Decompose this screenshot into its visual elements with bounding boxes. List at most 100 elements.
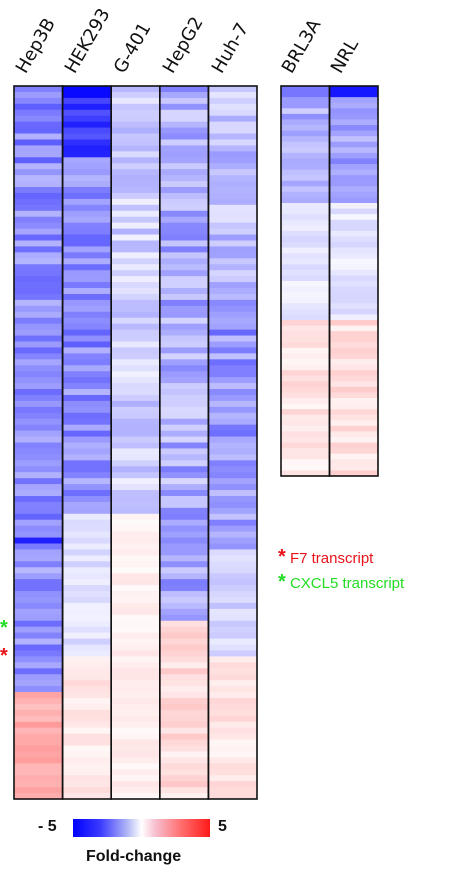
heatmap-cell-hepg2 bbox=[159, 632, 209, 640]
heatmap-cell-g-401 bbox=[111, 228, 160, 236]
heatmap-cell-hep3b bbox=[14, 97, 63, 105]
heatmap-cell-brl3a bbox=[281, 403, 330, 410]
heatmap-cell-nrl bbox=[329, 303, 378, 310]
heatmap-cell-g-401 bbox=[111, 347, 160, 354]
heatmap-cell-huh-7 bbox=[208, 145, 257, 152]
heatmap-cell-g-401 bbox=[111, 579, 160, 586]
heatmap-cell-huh-7 bbox=[208, 103, 257, 111]
heatmap-cell-hek293 bbox=[62, 157, 112, 164]
heatmap-cell-hepg2 bbox=[159, 787, 209, 794]
heatmap-cell-hepg2 bbox=[159, 638, 209, 646]
heatmap-cell-hek293 bbox=[62, 513, 112, 521]
heatmap-cell-nrl bbox=[329, 119, 378, 126]
heatmap-cell-g-401 bbox=[111, 430, 160, 438]
heatmap-cell-g-401 bbox=[111, 418, 160, 426]
heatmap-cell-hepg2 bbox=[159, 389, 209, 396]
heatmap-cell-hepg2 bbox=[159, 436, 209, 444]
heatmap-cell-g-401 bbox=[111, 210, 160, 218]
heatmap-cell-g-401 bbox=[111, 329, 160, 337]
heatmap-cell-g-401 bbox=[111, 787, 160, 794]
heatmap-cell-g-401 bbox=[111, 270, 160, 277]
heatmap-cell-hep3b bbox=[14, 739, 63, 747]
heatmap-cell-hep3b bbox=[14, 424, 63, 432]
heatmap-cell-hepg2 bbox=[159, 424, 209, 432]
heatmap-cell-hepg2 bbox=[159, 127, 209, 135]
heatmap-cell-nrl bbox=[329, 453, 378, 460]
heatmap-cell-huh-7 bbox=[208, 288, 257, 295]
heatmap-cell-hek293 bbox=[62, 436, 112, 444]
heatmap-cell-g-401 bbox=[111, 109, 160, 117]
heatmap-cell-g-401 bbox=[111, 549, 160, 556]
heatmap-cell-brl3a bbox=[281, 147, 330, 154]
heatmap-cell-hek293 bbox=[62, 97, 112, 105]
heatmap-cell-hek293 bbox=[62, 288, 112, 295]
heatmap-cell-brl3a bbox=[281, 331, 330, 338]
heatmap-cell-hek293 bbox=[62, 585, 112, 592]
heatmap-cell-nrl bbox=[329, 414, 378, 421]
heatmap-cell-hek293 bbox=[62, 383, 112, 390]
heatmap-cell-nrl bbox=[329, 386, 378, 394]
heatmap-cell-nrl bbox=[329, 297, 378, 304]
heatmap-cell-hepg2 bbox=[159, 323, 209, 331]
heatmap-cell-huh-7 bbox=[208, 608, 257, 616]
heatmap-cell-g-401 bbox=[111, 591, 160, 598]
heatmap-cell-huh-7 bbox=[208, 299, 257, 307]
heatmap-cell-g-401 bbox=[111, 472, 160, 479]
heatmap-cell-hep3b bbox=[14, 139, 63, 147]
heatmap-cell-hep3b bbox=[14, 317, 63, 325]
heatmap-cell-brl3a bbox=[281, 392, 330, 399]
heatmap-cell-brl3a bbox=[281, 414, 330, 421]
heatmap-cell-g-401 bbox=[111, 697, 160, 705]
heatmap-cell-hepg2 bbox=[159, 359, 209, 366]
heatmap-cell-hepg2 bbox=[159, 537, 209, 545]
heatmap-cell-brl3a bbox=[281, 409, 330, 416]
heatmap-cell-hep3b bbox=[14, 418, 63, 426]
heatmap-cell-g-401 bbox=[111, 394, 160, 402]
heatmap-cell-huh-7 bbox=[208, 329, 257, 337]
heatmap-cell-huh-7 bbox=[208, 478, 257, 485]
control-heatmap-frames bbox=[280, 85, 379, 477]
heatmap-cell-brl3a bbox=[281, 97, 330, 104]
heatmap-cell-nrl bbox=[329, 230, 378, 238]
heatmap-cell-huh-7 bbox=[208, 763, 257, 770]
heatmap-cell-g-401 bbox=[111, 739, 160, 747]
heatmap-cell-huh-7 bbox=[208, 656, 257, 663]
heatmap-cell-hepg2 bbox=[159, 573, 209, 580]
heatmap-cell-brl3a bbox=[281, 453, 330, 460]
heatmap-cell-hek293 bbox=[62, 686, 112, 693]
heatmap-cell-brl3a bbox=[281, 437, 330, 444]
heatmap-cell-brl3a bbox=[281, 308, 330, 316]
heatmap-cell-nrl bbox=[329, 431, 378, 438]
heatmap-cell-hek293 bbox=[62, 787, 112, 794]
heatmap-cell-hep3b bbox=[14, 383, 63, 390]
heatmap-cell-nrl bbox=[329, 353, 378, 360]
heatmap-cell-g-401 bbox=[111, 436, 160, 444]
heatmap-cell-hepg2 bbox=[159, 240, 209, 248]
heatmap-cell-huh-7 bbox=[208, 258, 257, 265]
heatmap-cell-hek293 bbox=[62, 389, 112, 396]
heatmap-cell-huh-7 bbox=[208, 692, 257, 699]
heatmap-cell-hep3b bbox=[14, 715, 63, 723]
heatmap-cell-hep3b bbox=[14, 626, 63, 634]
heatmap-cell-g-401 bbox=[111, 389, 160, 396]
heatmap-cell-brl3a bbox=[281, 375, 330, 382]
heatmap-cell-nrl bbox=[329, 381, 378, 388]
heatmap-cell-hek293 bbox=[62, 91, 112, 99]
heatmap-cell-hep3b bbox=[14, 293, 63, 301]
heatmap-cell-hek293 bbox=[62, 270, 112, 277]
heatmap-cell-hep3b bbox=[14, 210, 63, 218]
heatmap-cell-hek293 bbox=[62, 115, 112, 123]
heatmap-cell-brl3a bbox=[281, 386, 330, 394]
heatmap-cell-hep3b bbox=[14, 406, 63, 414]
heatmap-cell-hek293 bbox=[62, 442, 112, 450]
heatmap-cell-hek293 bbox=[62, 400, 112, 408]
heatmap-cell-huh-7 bbox=[208, 86, 257, 93]
heatmap-cell-brl3a bbox=[281, 152, 330, 160]
heatmap-cell-hepg2 bbox=[159, 460, 209, 467]
heatmap-cell-brl3a bbox=[281, 370, 330, 377]
heatmap-cell-g-401 bbox=[111, 175, 160, 182]
heatmap-cell-g-401 bbox=[111, 751, 160, 759]
heatmap-cell-hep3b bbox=[14, 270, 63, 277]
f7-legend-label: F7 transcript bbox=[289, 550, 374, 567]
heatmap-cell-hep3b bbox=[14, 727, 63, 735]
